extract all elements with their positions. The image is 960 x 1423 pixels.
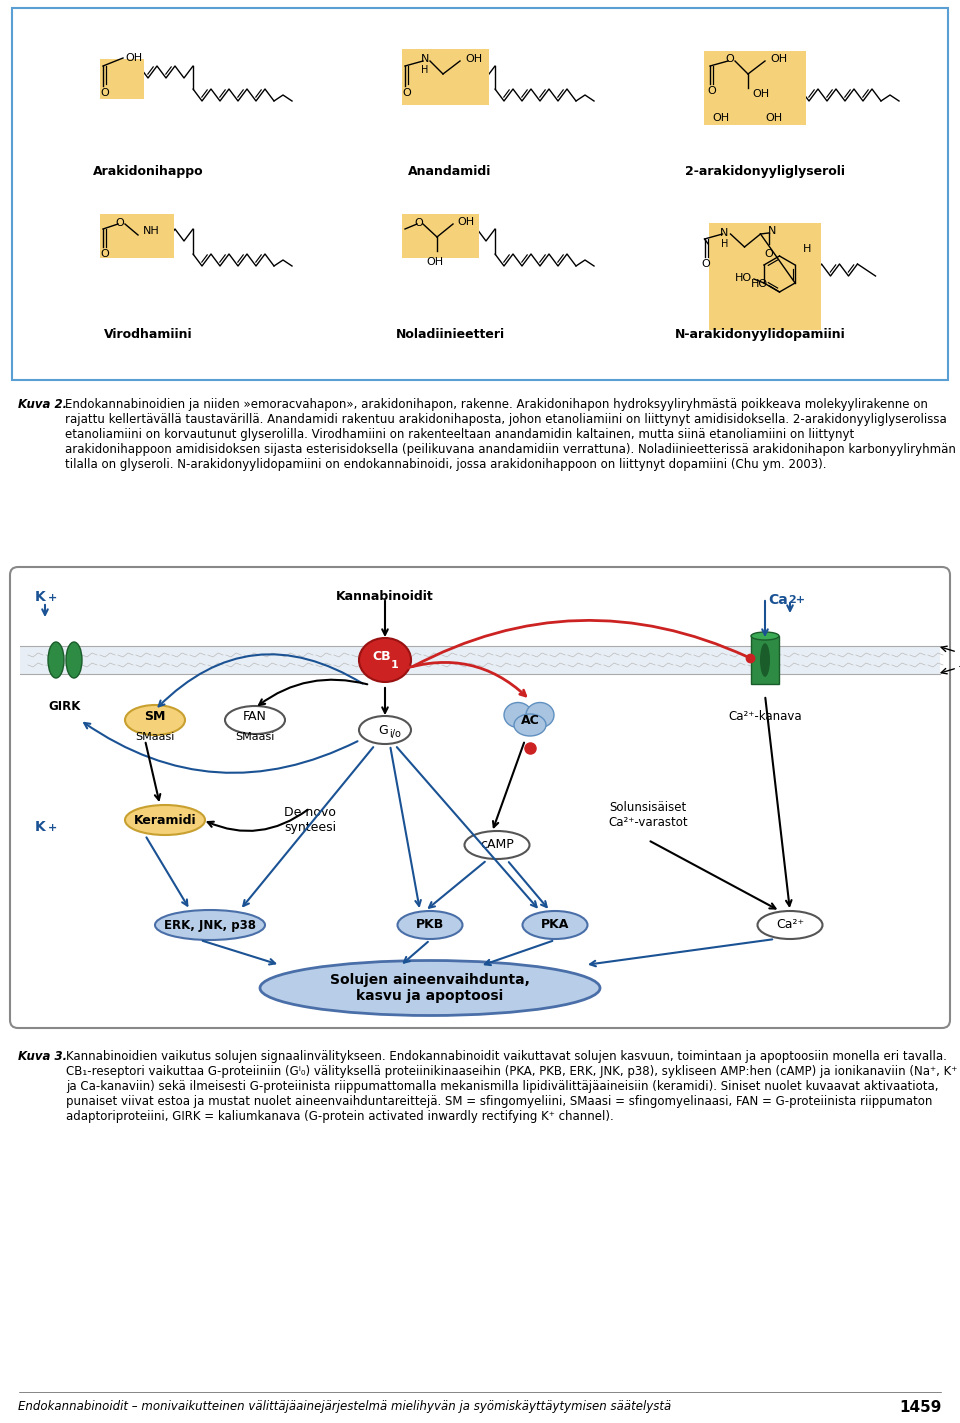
Text: G: G <box>378 723 388 737</box>
Text: Solunsisäiset
Ca²⁺-varastot: Solunsisäiset Ca²⁺-varastot <box>609 801 687 830</box>
Ellipse shape <box>359 638 411 682</box>
Text: O: O <box>726 54 734 64</box>
Text: Endokannabinoidien ja niiden »emorасvahapon», arakidonihapon, rakenne. Arakidoni: Endokannabinoidien ja niiden »emorасvaha… <box>65 398 956 471</box>
Text: Kuva 3.: Kuva 3. <box>18 1050 67 1063</box>
Text: O: O <box>708 85 716 95</box>
Bar <box>751 636 779 684</box>
Text: Ca²⁺-kanava: Ca²⁺-kanava <box>729 710 802 723</box>
Text: N: N <box>768 226 777 236</box>
Text: OH: OH <box>125 53 142 63</box>
Ellipse shape <box>359 716 411 744</box>
Text: OH: OH <box>712 112 730 122</box>
Text: OH: OH <box>426 258 444 268</box>
Text: K: K <box>35 591 46 603</box>
Text: Ca: Ca <box>768 593 788 608</box>
FancyBboxPatch shape <box>100 58 144 100</box>
FancyBboxPatch shape <box>12 9 948 380</box>
Text: OH: OH <box>465 54 482 64</box>
Text: 1: 1 <box>391 660 398 670</box>
Text: OH: OH <box>765 112 782 122</box>
Text: O: O <box>100 249 108 259</box>
Ellipse shape <box>155 909 265 941</box>
Text: GIRK: GIRK <box>49 700 82 713</box>
FancyBboxPatch shape <box>402 213 479 258</box>
Text: O: O <box>402 88 411 98</box>
Ellipse shape <box>757 911 823 939</box>
Text: OH: OH <box>752 90 769 100</box>
FancyBboxPatch shape <box>402 48 489 105</box>
Text: O: O <box>415 218 423 228</box>
Text: O: O <box>764 249 773 259</box>
Text: N-arakidonyylidopamiini: N-arakidonyylidopamiini <box>675 327 846 342</box>
Text: 1459: 1459 <box>900 1400 942 1414</box>
Text: kasvu ja apoptoosi: kasvu ja apoptoosi <box>356 989 504 1003</box>
Text: 2+: 2+ <box>788 595 805 605</box>
Text: Virodhamiini: Virodhamiini <box>104 327 192 342</box>
Text: OH: OH <box>770 54 787 64</box>
Text: H: H <box>721 239 729 249</box>
FancyBboxPatch shape <box>704 51 806 125</box>
Text: H: H <box>803 243 811 253</box>
Text: H: H <box>421 65 429 75</box>
Text: +: + <box>48 593 58 603</box>
Text: SMaasi: SMaasi <box>135 731 175 741</box>
Ellipse shape <box>125 805 205 835</box>
Text: Ca²⁺: Ca²⁺ <box>776 918 804 932</box>
Text: 2-arakidonyyliglyseroli: 2-arakidonyyliglyseroli <box>685 165 845 178</box>
Ellipse shape <box>260 961 600 1016</box>
Ellipse shape <box>465 831 530 859</box>
FancyBboxPatch shape <box>10 566 950 1027</box>
Ellipse shape <box>125 704 185 736</box>
Ellipse shape <box>526 703 554 727</box>
Text: Arakidonihappo: Arakidonihappo <box>93 165 204 178</box>
Text: CB: CB <box>372 650 392 663</box>
Text: HO: HO <box>734 273 752 283</box>
Text: K: K <box>35 820 46 834</box>
Text: N: N <box>420 54 429 64</box>
Ellipse shape <box>514 714 546 736</box>
Ellipse shape <box>504 703 532 727</box>
Text: Kannabinoidien vaikutus solujen signaalinvälitykseen. Endokannabinoidit vaikutta: Kannabinoidien vaikutus solujen signaali… <box>66 1050 957 1123</box>
Ellipse shape <box>751 632 779 640</box>
Text: SMaasi: SMaasi <box>235 731 275 741</box>
FancyBboxPatch shape <box>708 223 821 330</box>
Text: PKB: PKB <box>416 918 444 932</box>
Text: O: O <box>115 218 125 228</box>
Text: O: O <box>100 88 108 98</box>
Text: OH: OH <box>457 216 474 228</box>
Text: Kannabinoidit: Kannabinoidit <box>336 591 434 603</box>
Text: i/o: i/o <box>389 729 401 739</box>
Ellipse shape <box>48 642 64 677</box>
Ellipse shape <box>522 911 588 939</box>
Ellipse shape <box>397 911 463 939</box>
Ellipse shape <box>760 643 770 677</box>
FancyBboxPatch shape <box>100 213 174 258</box>
Text: SM: SM <box>144 710 166 723</box>
Text: N: N <box>720 228 729 238</box>
Ellipse shape <box>66 642 82 677</box>
Text: Solukalvon: Solukalvon <box>959 649 960 662</box>
Text: HO: HO <box>751 279 767 289</box>
Text: Anandamidi: Anandamidi <box>408 165 492 178</box>
Text: Noladiinieetteri: Noladiinieetteri <box>396 327 505 342</box>
Text: ERK, JNK, p38: ERK, JNK, p38 <box>164 918 256 932</box>
Text: PKA: PKA <box>540 918 569 932</box>
Bar <box>20 646 940 675</box>
Text: cAMP: cAMP <box>480 838 514 851</box>
Text: FAN: FAN <box>243 710 267 723</box>
Text: Endokannabinoidit – monivaikutteinen välittäjäainejärjestelmä mielihyvän ja syöm: Endokannabinoidit – monivaikutteinen väl… <box>18 1400 671 1413</box>
Text: Keramidi: Keramidi <box>133 814 196 827</box>
Text: fosfolipidit: fosfolipidit <box>959 663 960 676</box>
Text: AC: AC <box>520 713 540 727</box>
Text: O: O <box>702 259 710 269</box>
Ellipse shape <box>225 706 285 734</box>
Text: De novo
synteesi: De novo synteesi <box>284 805 336 834</box>
Text: Solujen aineenvaihdunta,: Solujen aineenvaihdunta, <box>330 973 530 988</box>
Text: NH: NH <box>143 226 159 236</box>
Text: Kuva 2.: Kuva 2. <box>18 398 67 411</box>
Text: +: + <box>48 822 58 832</box>
